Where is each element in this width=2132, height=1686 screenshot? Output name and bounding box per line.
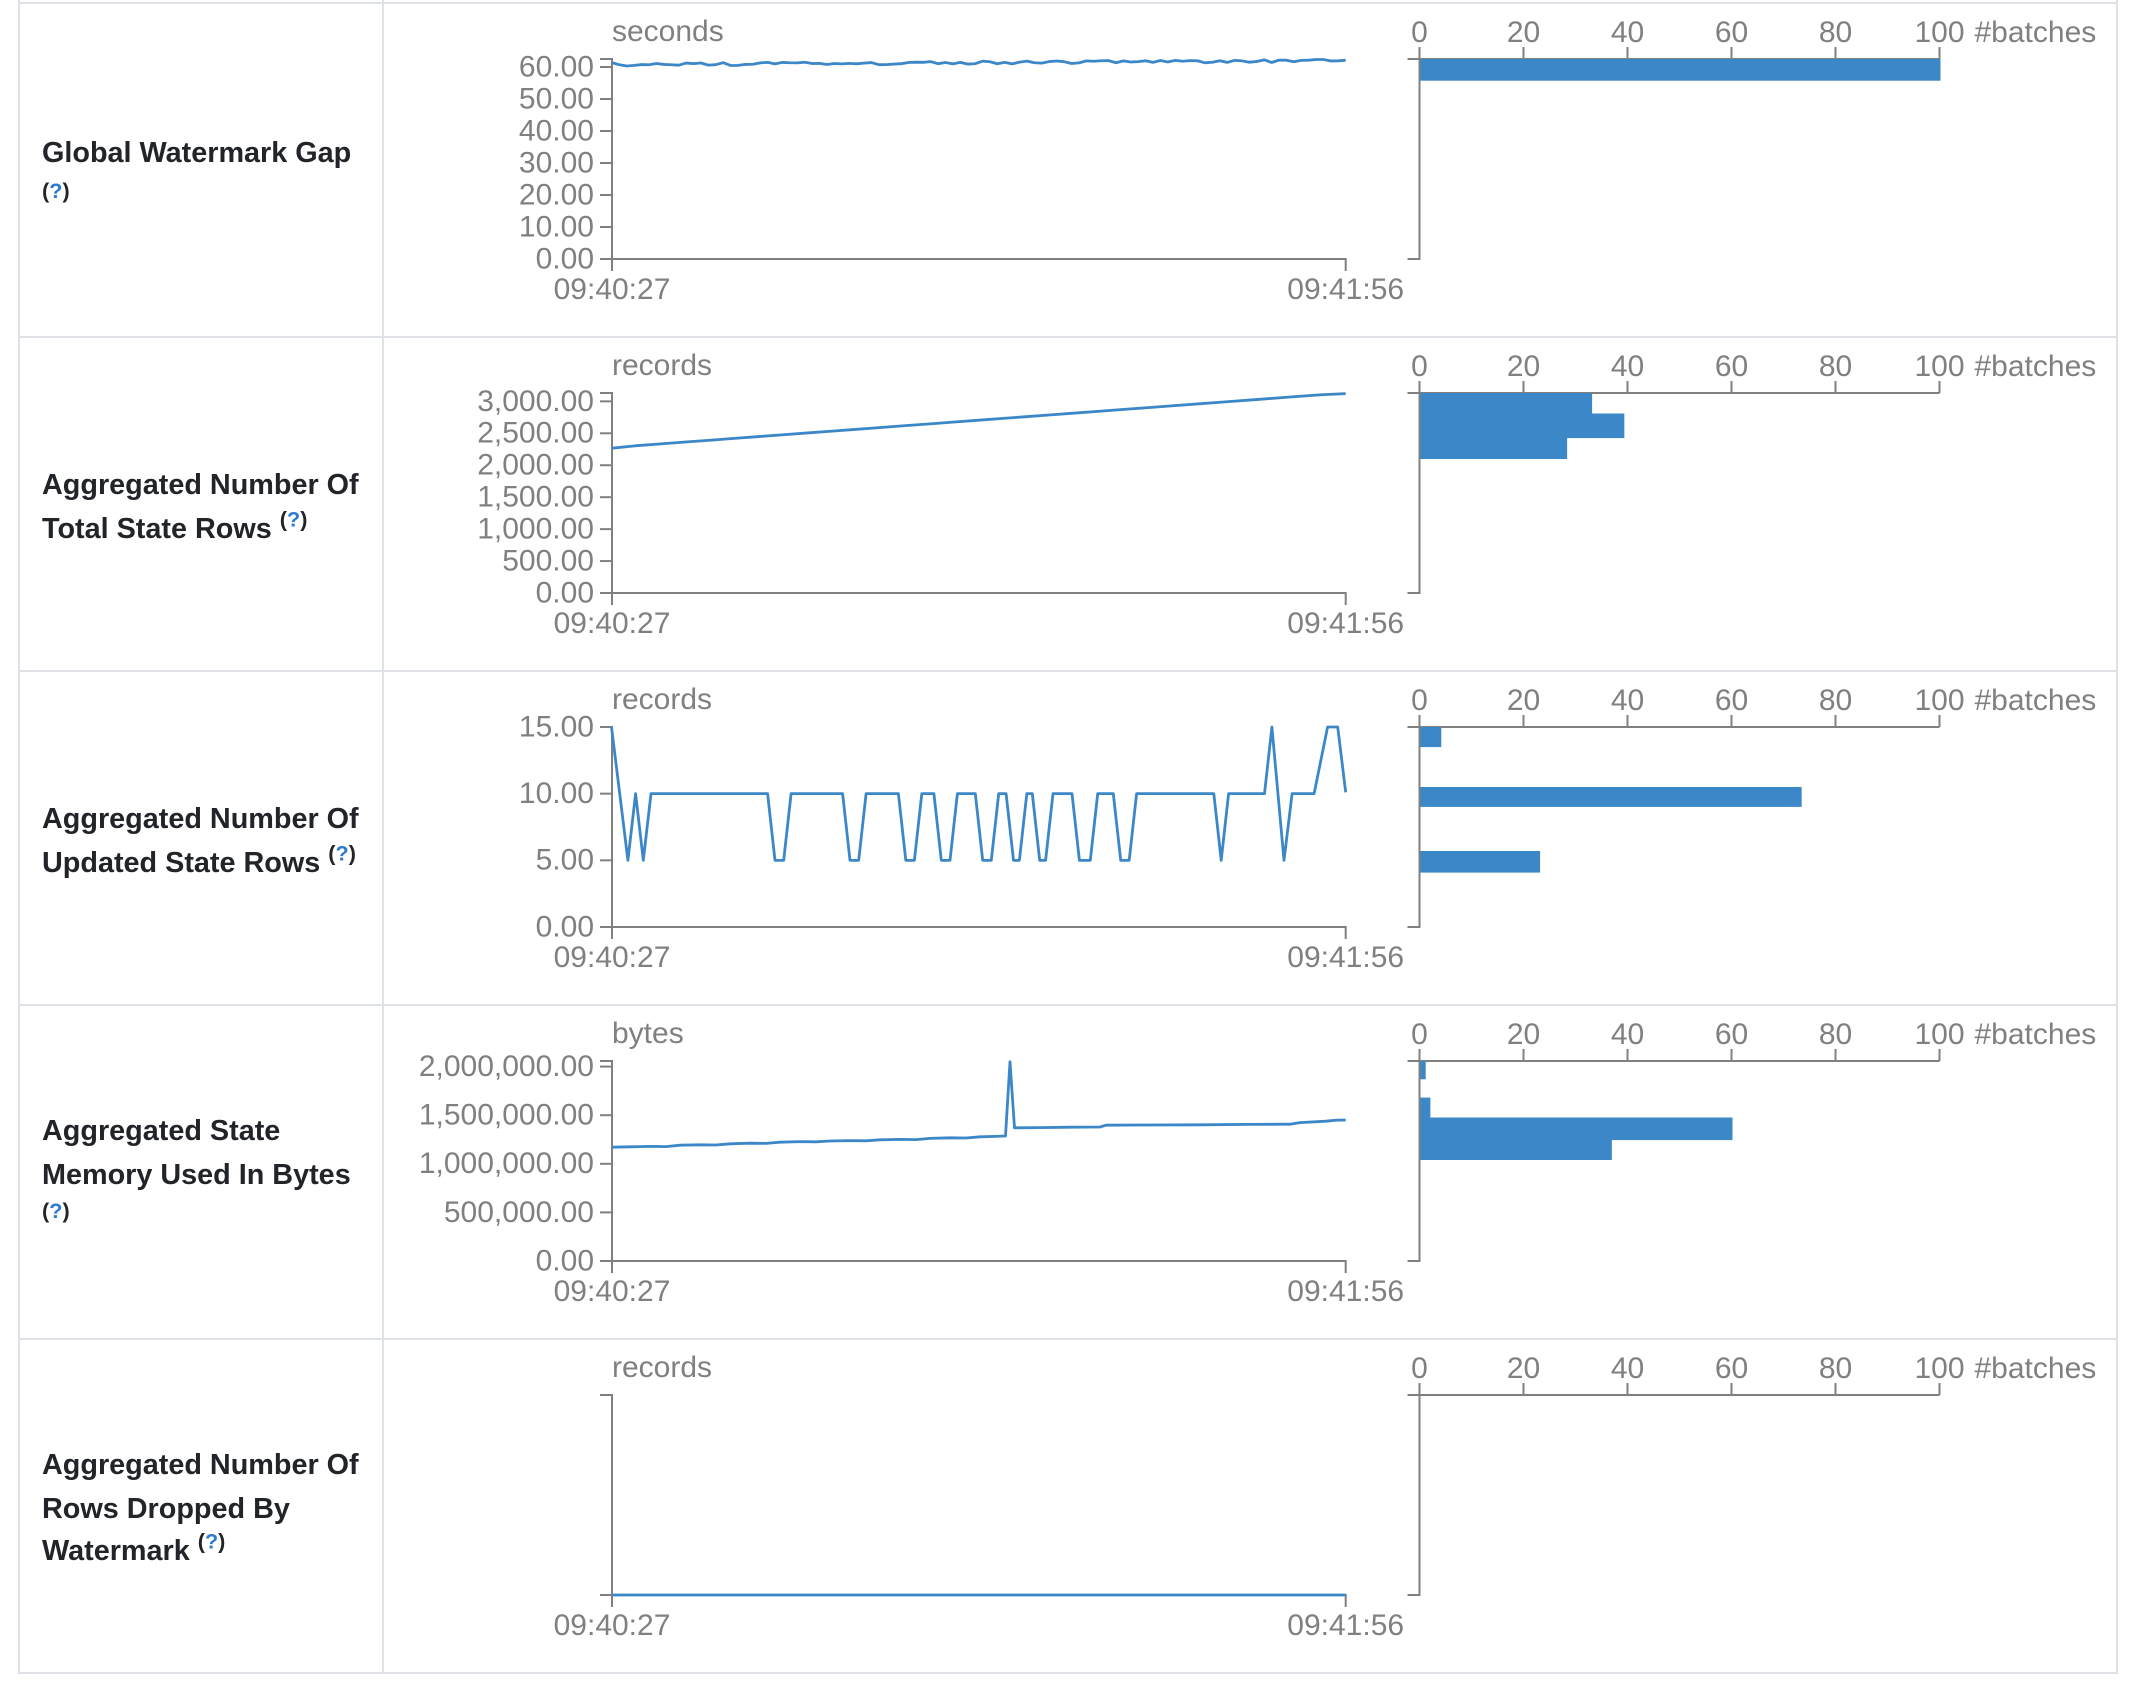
svg-text:10.00: 10.00 [519, 210, 594, 243]
svg-text:1,000.00: 1,000.00 [477, 513, 594, 546]
svg-text:09:40:27: 09:40:27 [554, 1609, 671, 1642]
svg-text:10.00: 10.00 [519, 777, 594, 810]
svg-text:40: 40 [1611, 684, 1644, 717]
svg-text:40: 40 [1611, 1352, 1644, 1385]
svg-text:20: 20 [1507, 1018, 1540, 1051]
svg-text:15.00: 15.00 [519, 710, 594, 743]
svg-text:50.00: 50.00 [519, 82, 594, 115]
svg-text:500.00: 500.00 [502, 544, 594, 577]
svg-text:20: 20 [1507, 684, 1540, 717]
svg-text:09:41:56: 09:41:56 [1287, 1275, 1404, 1308]
svg-text:60: 60 [1715, 1352, 1748, 1385]
svg-text:records: records [612, 349, 712, 382]
svg-text:80: 80 [1819, 16, 1852, 49]
svg-text:0: 0 [1411, 1018, 1428, 1051]
svg-text:0.00: 0.00 [536, 242, 594, 275]
svg-text:60.00: 60.00 [519, 50, 594, 83]
svg-text:100: 100 [1914, 16, 1964, 49]
svg-text:80: 80 [1819, 684, 1852, 717]
svg-text:40: 40 [1611, 350, 1644, 383]
svg-text:100: 100 [1914, 1018, 1964, 1051]
svg-text:09:40:27: 09:40:27 [554, 273, 671, 306]
svg-text:0: 0 [1411, 16, 1428, 49]
svg-text:#batches: #batches [1975, 16, 2097, 49]
svg-text:bytes: bytes [612, 1017, 684, 1050]
svg-text:1,000,000.00: 1,000,000.00 [419, 1147, 594, 1180]
svg-text:5.00: 5.00 [536, 844, 594, 877]
svg-text:100: 100 [1914, 1352, 1964, 1385]
svg-text:2,500.00: 2,500.00 [477, 417, 594, 450]
svg-text:100: 100 [1914, 684, 1964, 717]
svg-text:09:41:56: 09:41:56 [1287, 607, 1404, 640]
svg-text:80: 80 [1819, 1018, 1852, 1051]
svg-text:#batches: #batches [1975, 1018, 2097, 1051]
svg-text:40.00: 40.00 [519, 114, 594, 147]
svg-text:60: 60 [1715, 16, 1748, 49]
svg-text:1,500.00: 1,500.00 [477, 481, 594, 514]
svg-text:seconds: seconds [612, 15, 724, 48]
svg-text:100: 100 [1914, 350, 1964, 383]
svg-text:30.00: 30.00 [519, 146, 594, 179]
svg-text:20: 20 [1507, 350, 1540, 383]
svg-text:#batches: #batches [1975, 350, 2097, 383]
svg-text:2,000,000.00: 2,000,000.00 [419, 1050, 594, 1083]
svg-text:80: 80 [1819, 350, 1852, 383]
svg-text:0.00: 0.00 [536, 1244, 594, 1277]
svg-text:2,000.00: 2,000.00 [477, 449, 594, 482]
svg-text:1,500,000.00: 1,500,000.00 [419, 1099, 594, 1132]
svg-text:09:40:27: 09:40:27 [554, 607, 671, 640]
svg-text:#batches: #batches [1975, 1352, 2097, 1385]
svg-text:40: 40 [1611, 1018, 1644, 1051]
svg-text:09:41:56: 09:41:56 [1287, 273, 1404, 306]
svg-text:60: 60 [1715, 684, 1748, 717]
svg-text:records: records [612, 1351, 712, 1384]
svg-text:09:41:56: 09:41:56 [1287, 941, 1404, 974]
svg-text:40: 40 [1611, 16, 1644, 49]
svg-text:0.00: 0.00 [536, 910, 594, 943]
svg-text:09:40:27: 09:40:27 [554, 941, 671, 974]
svg-text:60: 60 [1715, 350, 1748, 383]
svg-text:records: records [612, 683, 712, 716]
svg-text:500,000.00: 500,000.00 [444, 1196, 594, 1229]
svg-text:0: 0 [1411, 350, 1428, 383]
svg-text:3,000.00: 3,000.00 [477, 385, 594, 418]
svg-text:09:41:56: 09:41:56 [1287, 1609, 1404, 1642]
svg-text:20: 20 [1507, 16, 1540, 49]
svg-text:80: 80 [1819, 1352, 1852, 1385]
svg-text:09:40:27: 09:40:27 [554, 1275, 671, 1308]
svg-text:60: 60 [1715, 1018, 1748, 1051]
svg-text:20.00: 20.00 [519, 178, 594, 211]
svg-text:20: 20 [1507, 1352, 1540, 1385]
svg-text:0: 0 [1411, 684, 1428, 717]
svg-text:#batches: #batches [1975, 684, 2097, 717]
svg-text:0.00: 0.00 [536, 576, 594, 609]
svg-text:0: 0 [1411, 1352, 1428, 1385]
